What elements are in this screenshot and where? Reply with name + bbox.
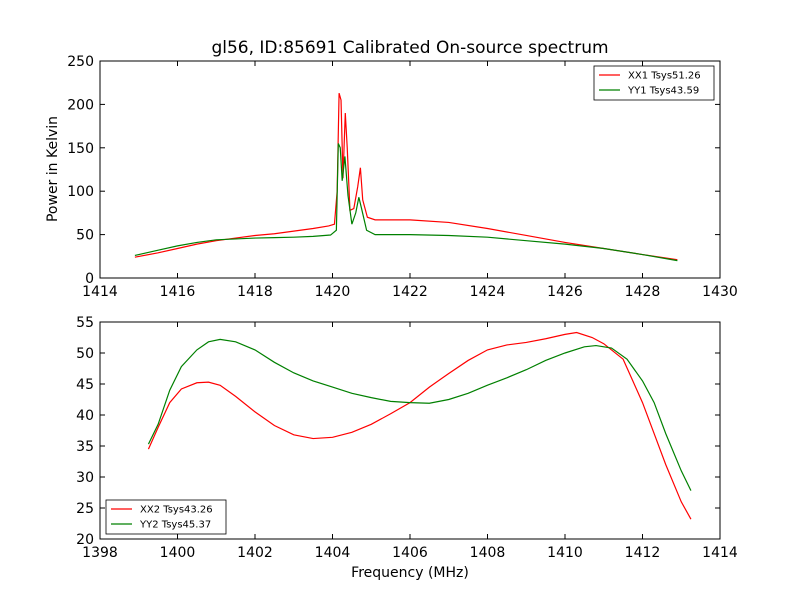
x-tick-label: 1420	[315, 284, 351, 300]
x-tick-label: 1410	[547, 545, 583, 561]
y-tick-label: 250	[67, 54, 94, 70]
x-tick-label: 1412	[625, 545, 661, 561]
x-tick-label: 1398	[82, 545, 118, 561]
series-line-2	[147, 338, 692, 491]
bottom-xlabel: Frequency (MHz)	[351, 565, 469, 581]
y-tick-label: 45	[76, 377, 94, 393]
legend-label: XX1 Tsys51.26	[628, 71, 701, 82]
x-tick-label: 1426	[547, 284, 583, 300]
bottom-panel: 1398 1400 1402 1404 1406 1408 1410 1412 1414 20 25…	[76, 315, 738, 561]
x-tick-label: 1402	[237, 545, 273, 561]
x-tick-label: 1404	[315, 545, 351, 561]
legend-label: XX2 Tsys43.26	[140, 505, 213, 516]
x-tick-label: 1418	[237, 284, 273, 300]
chart-title: gl56, ID:85691 Calibrated On-source spec…	[211, 38, 608, 58]
y-tick-label: 100	[67, 184, 94, 200]
y-tick-label: 35	[76, 439, 94, 455]
y-tick-label: 0	[85, 271, 94, 287]
y-tick-label: 25	[76, 501, 94, 517]
y-tick-label: 200	[67, 97, 94, 113]
series-line-1	[147, 331, 692, 520]
x-tick-label: 1414	[702, 545, 738, 561]
legend-label: YY1 Tsys43.59	[627, 86, 699, 97]
x-tick-label: 1400	[160, 545, 196, 561]
x-tick-label: 1422	[392, 284, 428, 300]
y-tick-label: 55	[76, 315, 94, 331]
top-panel: 1414 1416 1418 1420 1422 1424 1426 1428 1430 0 50 1…	[67, 54, 738, 300]
x-tick-label: 1414	[82, 284, 118, 300]
y-tick-label: 50	[76, 346, 94, 362]
x-tick-label: 1416	[160, 284, 196, 300]
x-tick-label: 1408	[470, 545, 506, 561]
legend: XX1 Tsys51.26 YY1 Tsys43.59	[593, 65, 715, 101]
x-tick-label: 1430	[702, 284, 738, 300]
x-tick-label: 1406	[392, 545, 428, 561]
y-tick-label: 30	[76, 470, 94, 486]
y-tick-label: 20	[76, 532, 94, 548]
legend-box	[105, 499, 227, 535]
legend-label: YY2 Tsys45.37	[139, 520, 211, 531]
series-line-1	[134, 92, 678, 261]
y-tick-label: 40	[76, 408, 94, 424]
x-tick-label: 1428	[625, 284, 661, 300]
y-tick-label: 150	[67, 141, 94, 157]
x-tick-label: 1424	[470, 284, 506, 300]
series-line-2	[134, 143, 678, 262]
top-ylabel: Power in Kelvin	[45, 116, 61, 222]
y-tick-label: 50	[76, 228, 94, 244]
legend: XX2 Tsys43.26 YY2 Tsys45.37	[105, 499, 227, 535]
legend-box	[593, 65, 715, 101]
